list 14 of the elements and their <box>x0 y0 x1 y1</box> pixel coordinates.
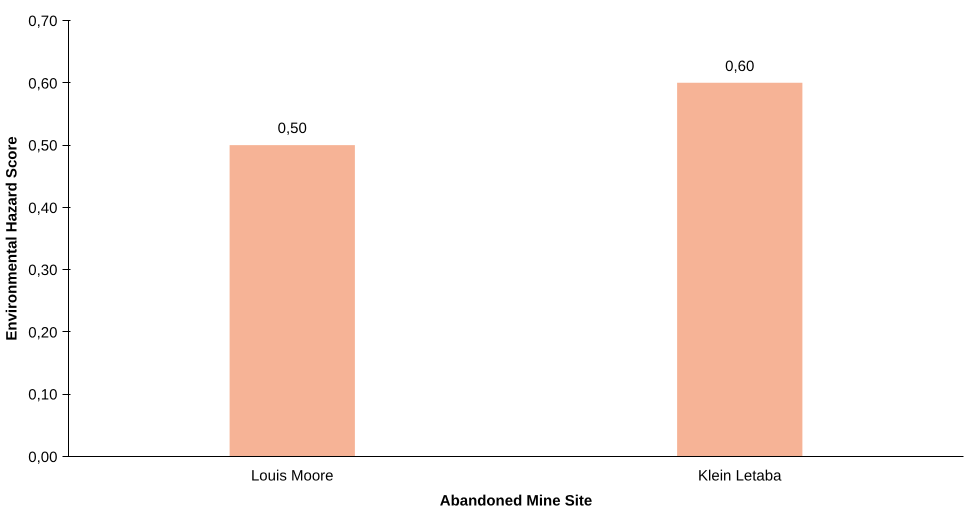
x-tick-label: Louis Moore <box>250 468 334 484</box>
y-tick-label: 0,20 <box>28 324 58 342</box>
data-label: 0,50 <box>278 120 307 138</box>
x-tick-label: Klein Letaba <box>698 468 782 484</box>
y-tick-label: 0,30 <box>28 262 58 280</box>
y-tick-label: 0,70 <box>28 13 58 30</box>
y-tick-label: 0,40 <box>28 200 58 217</box>
y-tick-label: 0,10 <box>28 386 58 404</box>
y-tick-label: 0,50 <box>28 138 58 155</box>
y-tick-label: 0,60 <box>28 75 58 92</box>
x-axis-title: Abandoned Mine Site <box>440 492 592 510</box>
data-label: 0,60 <box>725 58 754 75</box>
y-tick-label: 0,00 <box>28 449 58 466</box>
y-axis-title: Environmental Hazard Score <box>3 136 20 341</box>
